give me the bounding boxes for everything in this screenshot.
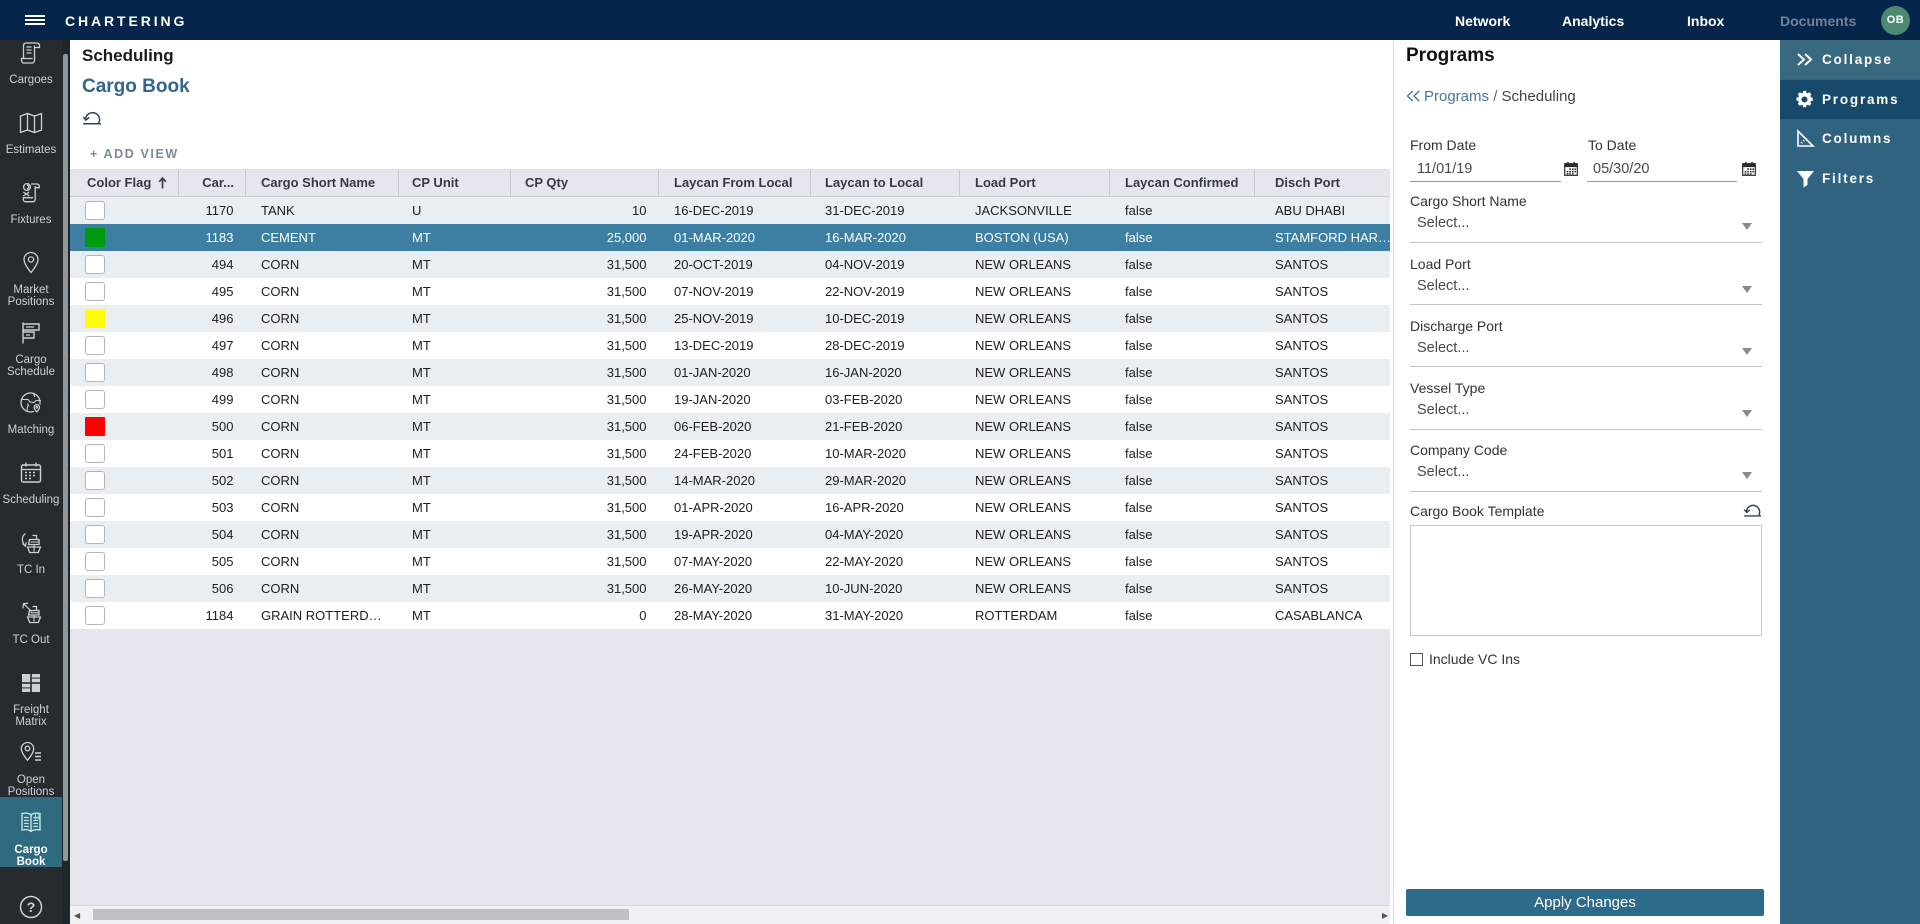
svg-text:?: ?	[27, 899, 36, 915]
